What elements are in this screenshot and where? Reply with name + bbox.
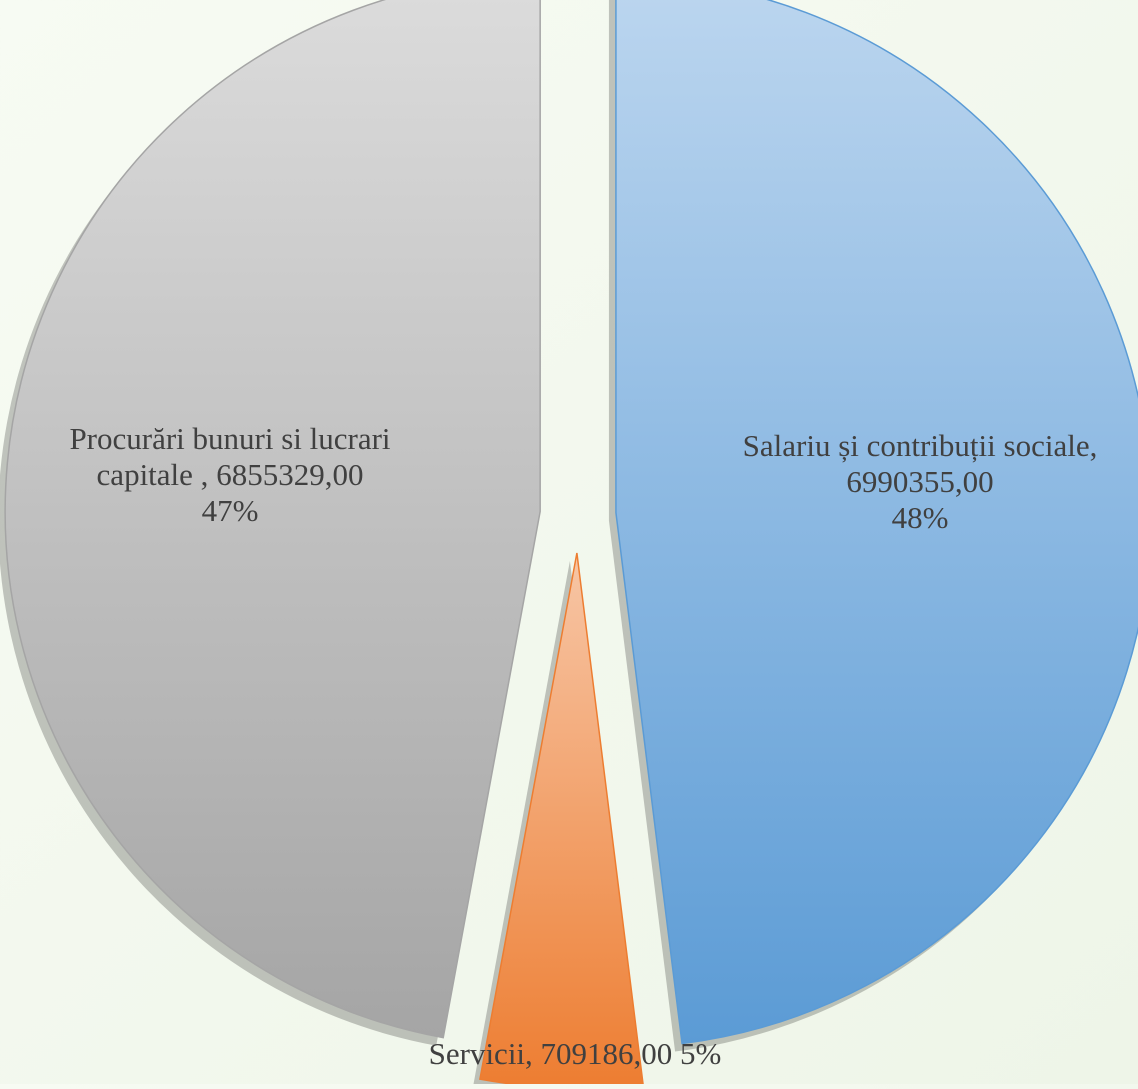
slice-label-servicii-name: Servicii,	[428, 1036, 533, 1071]
slice-label-procurari-name-line2: capitale , 6855329,00	[20, 457, 440, 493]
slice-label-servicii-text: Servicii, 709186,00 5%	[335, 1036, 815, 1072]
slice-label-salariu-percent: 48%	[891, 500, 949, 535]
slice-label-salariu-value: 6990355,00	[846, 464, 994, 499]
slice-label-procurari: Procurări bunuri si lucrari capitale , 6…	[20, 421, 440, 529]
pie-slice-salariu	[615, 0, 1138, 1045]
slice-label-servicii: Servicii, 709186,00 5%	[335, 1036, 815, 1072]
slice-label-procurari-percent: 47%	[201, 493, 259, 528]
slice-label-procurari-name-line2-text: capitale ,	[96, 457, 209, 492]
slice-label-servicii-value: 709186,00	[540, 1036, 673, 1071]
pie-slice-procurari	[4, 0, 541, 1039]
slice-label-salariu-name: Salariu și contribuții sociale,	[742, 428, 1098, 463]
slice-label-procurari-value: 6855329,00	[216, 457, 364, 492]
slice-label-salariu: Salariu și contribuții sociale, 6990355,…	[692, 428, 1138, 536]
slice-label-servicii-percent: 5%	[680, 1036, 722, 1071]
slice-label-procurari-name-line1: Procurări bunuri si lucrari	[69, 421, 391, 456]
